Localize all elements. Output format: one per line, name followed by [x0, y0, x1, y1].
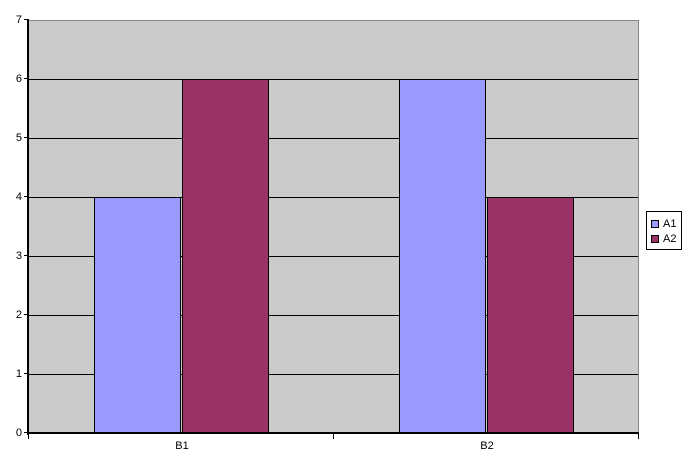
bar-A1-B1 [94, 197, 181, 433]
gridline [29, 79, 638, 80]
y-tick-mark [24, 432, 29, 433]
bar-A2-B2 [487, 197, 574, 433]
x-category-label: B1 [175, 440, 189, 452]
y-axis-line [27, 20, 29, 435]
y-tick-mark [24, 314, 29, 315]
legend-label: A2 [663, 232, 677, 245]
x-tick-mark [28, 434, 29, 439]
x-axis-line [27, 432, 639, 434]
y-tick-label: 0 [15, 427, 22, 439]
y-tick-label: 6 [15, 73, 22, 85]
legend-item-A1: A1 [651, 216, 676, 231]
legend-item-A2: A2 [651, 231, 676, 246]
bar-A2-B1 [182, 79, 269, 433]
y-tick-mark [24, 196, 29, 197]
gridline [29, 138, 638, 139]
legend-label: A1 [663, 217, 677, 230]
y-tick-label: 4 [15, 191, 22, 203]
y-tick-label: 1 [15, 368, 22, 380]
legend-swatch-icon [651, 219, 659, 228]
y-tick-label: 7 [15, 14, 22, 26]
plot-area [29, 20, 639, 433]
legend-swatch-icon [651, 234, 659, 243]
y-tick-label: 5 [15, 132, 22, 144]
y-tick-mark [24, 373, 29, 374]
x-tick-mark [638, 434, 639, 439]
gridline [29, 374, 638, 375]
y-tick-label: 2 [15, 309, 22, 321]
gridline [29, 197, 638, 198]
y-tick-label: 3 [15, 250, 22, 262]
y-tick-mark [24, 137, 29, 138]
y-tick-mark [24, 19, 29, 20]
x-tick-mark [333, 434, 334, 439]
y-tick-mark [24, 255, 29, 256]
bar-A1-B2 [399, 79, 486, 433]
x-category-label: B2 [480, 440, 494, 452]
y-tick-mark [24, 78, 29, 79]
gridline [29, 315, 638, 316]
legend: A1 A2 [646, 211, 683, 250]
gridline [29, 256, 638, 257]
